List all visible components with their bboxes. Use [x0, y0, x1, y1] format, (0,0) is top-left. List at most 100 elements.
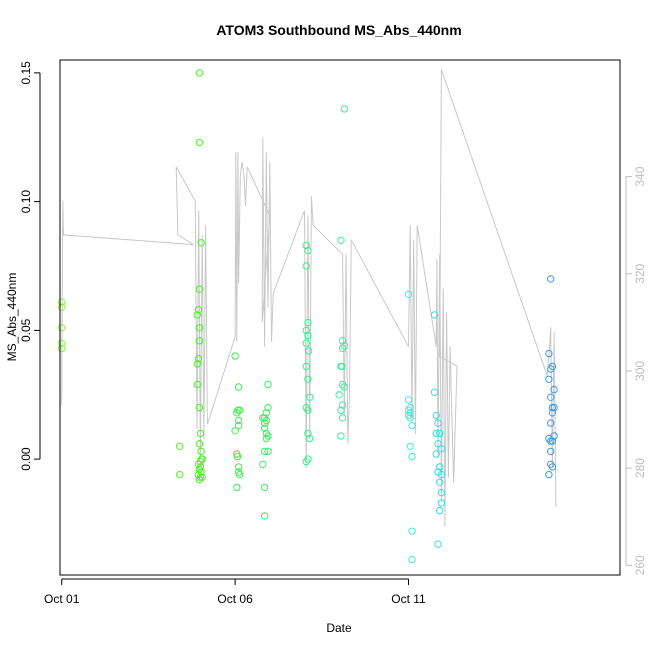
data-point — [436, 478, 444, 486]
y2-tick-label: 260 — [633, 555, 647, 575]
data-point — [233, 452, 242, 461]
data-point — [260, 424, 269, 432]
data-point — [302, 326, 310, 335]
data-point — [260, 419, 269, 427]
data-point — [547, 447, 555, 456]
data-point — [437, 499, 446, 507]
data-point — [196, 429, 205, 438]
data-point — [58, 303, 66, 311]
data-point — [302, 241, 310, 250]
data-point — [195, 69, 204, 77]
y-tick-label: 0.15 — [19, 61, 33, 85]
data-point — [337, 432, 345, 440]
data-point — [338, 337, 347, 345]
data-point — [234, 463, 243, 471]
y2-tick-label: 320 — [633, 263, 647, 283]
data-point — [545, 470, 553, 479]
data-point — [547, 419, 555, 427]
data-point — [58, 344, 66, 353]
data-point — [231, 427, 239, 435]
data-point — [408, 527, 416, 535]
y-tick-label: 0.10 — [19, 190, 33, 214]
data-point — [304, 246, 312, 255]
data-point — [437, 488, 446, 497]
data-point — [548, 437, 557, 445]
data-point — [338, 344, 347, 353]
data-point — [335, 391, 343, 399]
data-point — [406, 442, 414, 450]
data-point — [404, 396, 413, 404]
data-point — [193, 311, 202, 319]
data-point — [231, 352, 239, 360]
data-point — [337, 406, 345, 414]
y-axis-left: 0.00 0.05 0.10 0.15 — [19, 61, 41, 471]
data-point — [58, 324, 66, 332]
data-point — [547, 393, 555, 401]
data-point — [304, 331, 312, 340]
data-point — [550, 403, 558, 412]
data-point — [304, 406, 312, 414]
data-point — [436, 463, 444, 471]
data-point — [430, 311, 439, 319]
data-point — [262, 409, 270, 417]
data-point — [195, 285, 204, 293]
data-point — [550, 385, 558, 394]
data-point — [306, 393, 314, 401]
x-axis-title: Date — [326, 621, 352, 635]
data-point — [197, 239, 205, 247]
data-point — [304, 375, 312, 383]
data-point — [306, 434, 314, 443]
data-point — [545, 349, 553, 358]
data-point — [437, 445, 446, 453]
data-point — [194, 355, 203, 363]
data-point — [408, 452, 416, 461]
data-point — [408, 555, 416, 564]
data-point — [264, 403, 272, 412]
data-point — [337, 236, 345, 245]
y2-tick-label: 340 — [633, 166, 647, 186]
data-point — [302, 262, 310, 270]
data-point — [259, 460, 267, 468]
data-point — [548, 362, 557, 371]
data-point — [338, 401, 347, 409]
data-point — [430, 388, 439, 396]
data-point — [234, 383, 243, 391]
data-point — [434, 440, 442, 448]
x-tick-label: Oct 01 — [44, 592, 80, 606]
data-point — [406, 414, 414, 422]
y-tick-label: 0.00 — [19, 447, 33, 471]
y-axis-right: 260 280 300 320 340 — [625, 166, 647, 575]
chart-title: ATOM3 Southbound MS_Abs_440nm — [216, 22, 461, 38]
data-point — [338, 362, 346, 371]
data-point — [260, 447, 269, 456]
series-line — [61, 69, 557, 527]
data-point — [193, 380, 202, 389]
data-point — [195, 138, 204, 147]
data-point — [58, 339, 66, 347]
data-point — [304, 347, 313, 355]
data-point — [340, 383, 348, 391]
data-point — [195, 403, 204, 412]
y-tick-label: 0.05 — [19, 318, 33, 342]
data-point — [437, 470, 446, 479]
data-point — [548, 409, 557, 417]
data-point — [436, 429, 444, 438]
data-point — [547, 275, 555, 283]
data-point — [264, 447, 272, 456]
data-point — [434, 419, 442, 427]
y2-tick-label: 300 — [633, 361, 647, 381]
data-point — [195, 324, 204, 332]
data-point — [260, 512, 269, 520]
data-point — [195, 337, 204, 345]
data-point — [304, 318, 312, 327]
data-point — [194, 306, 203, 314]
data-point — [175, 442, 184, 450]
data-point — [234, 421, 243, 430]
data-point — [436, 506, 444, 515]
series-layer — [58, 69, 558, 564]
data-point — [234, 416, 243, 425]
data-point — [304, 429, 312, 438]
data-point — [260, 483, 269, 492]
